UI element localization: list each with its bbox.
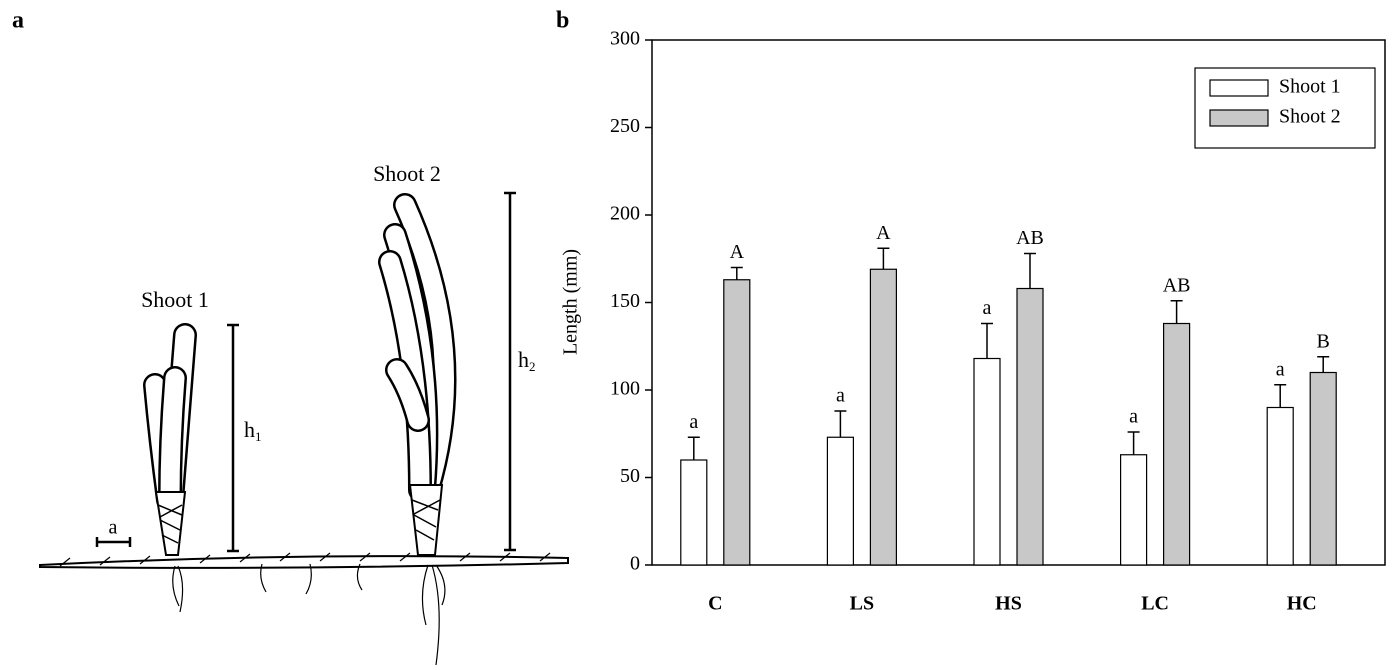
- bar: [724, 280, 750, 565]
- y-tick-label: 0: [630, 553, 640, 575]
- y-tick-label: 50: [620, 465, 640, 487]
- figure: a b Shoot 1 Shoot 2 h1 h2 a Length (mm) …: [0, 0, 1393, 665]
- plant-drawing: Shoot 1 Shoot 2 h1 h2 a: [40, 161, 568, 665]
- bar-chart: Length (mm) 0 50 100 150 200 250 300 Ca A LS a A HS a…: [560, 28, 1385, 615]
- bar: [1017, 289, 1043, 566]
- y-tick-label: 200: [610, 203, 640, 225]
- bar: [1310, 373, 1336, 566]
- bar: [974, 359, 1000, 566]
- shoot-label: Shoot 1: [141, 287, 209, 312]
- significance-letter: A: [876, 222, 891, 244]
- height-sub: 1: [255, 429, 262, 444]
- height-label: h1: [244, 417, 262, 444]
- y-axis-label: Length (mm): [560, 249, 582, 355]
- significance-letter: A: [730, 241, 745, 263]
- bar: [1164, 324, 1190, 566]
- height-sub: 2: [529, 359, 536, 374]
- bar: [681, 460, 707, 565]
- significance-letter: a: [689, 411, 698, 433]
- bar: [1267, 408, 1293, 566]
- legend-label: Shoot 1: [1279, 76, 1341, 98]
- x-tick-label: LC: [1141, 593, 1169, 615]
- height-label: h2: [518, 347, 536, 374]
- significance-letter: AB: [1163, 274, 1191, 296]
- scale-label: a: [109, 517, 118, 539]
- x-tick-label: LS: [850, 593, 874, 615]
- bar: [827, 437, 853, 565]
- legend-label: Shoot 2: [1279, 106, 1341, 128]
- significance-letter: AB: [1016, 227, 1044, 249]
- x-tick-label: HC: [1287, 593, 1317, 615]
- y-tick-label: 300: [610, 28, 640, 50]
- height-main: h: [518, 347, 529, 372]
- y-tick-label: 250: [610, 115, 640, 137]
- x-tick-label: HS: [995, 593, 1022, 615]
- y-tick-label: 100: [610, 378, 640, 400]
- panel-label: b: [556, 8, 569, 34]
- shoot-label: Shoot 2: [373, 161, 441, 186]
- significance-letter: a: [836, 385, 845, 407]
- height-main: h: [244, 417, 255, 442]
- significance-letter: B: [1317, 330, 1330, 352]
- bar: [1121, 455, 1147, 565]
- panel-label: a: [12, 8, 24, 34]
- x-tick-label: C: [708, 593, 722, 615]
- significance-letter: a: [1276, 358, 1285, 380]
- bar: [870, 269, 896, 565]
- legend-swatch: [1210, 80, 1268, 96]
- significance-letter: a: [983, 297, 992, 319]
- y-tick-label: 150: [610, 290, 640, 312]
- legend-swatch: [1210, 110, 1268, 126]
- significance-letter: a: [1129, 406, 1138, 428]
